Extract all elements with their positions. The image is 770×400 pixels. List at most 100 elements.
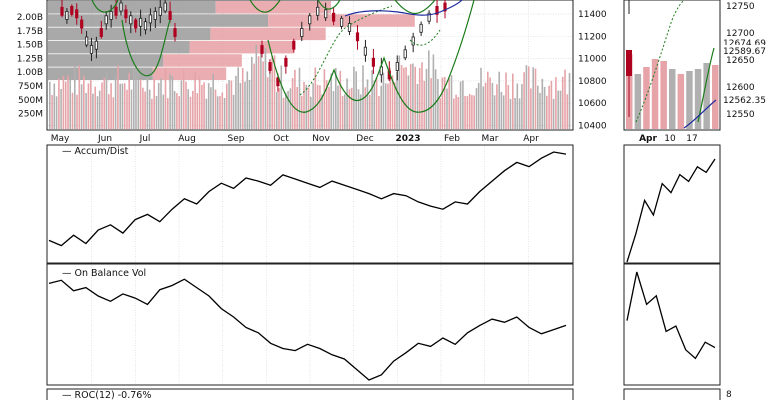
volume-at-price-down-bar <box>152 67 227 80</box>
volume-bar <box>500 91 503 129</box>
volume-bar <box>121 83 124 129</box>
price-axis-tick: 10400 <box>578 122 607 132</box>
inset-volume-bar <box>660 61 667 129</box>
volume-bar <box>310 96 312 129</box>
volume-bar <box>85 93 87 129</box>
volume-bar <box>400 65 403 129</box>
candle-body <box>89 45 94 54</box>
candle-body <box>153 11 157 20</box>
inset-volume-bar <box>643 67 650 129</box>
volume-bar <box>346 78 348 129</box>
volume-bar <box>114 75 117 129</box>
candle-body <box>411 36 415 46</box>
candle-body <box>324 9 328 19</box>
volume-bar <box>262 61 264 129</box>
inset-price-axis: 12750 12700 12650 12600 12550 12674.6912589.6… <box>721 2 769 120</box>
volume-bar <box>271 55 273 129</box>
price-candles <box>60 0 447 92</box>
accum-dist-inset-frame <box>623 144 721 264</box>
volume-bar <box>212 73 214 129</box>
volume-bar <box>305 84 308 129</box>
inset-price-axis-tick: 12700 <box>726 29 755 39</box>
volume-bar <box>437 79 439 129</box>
volume-axis-tick: 250M <box>18 110 43 120</box>
volume-bar <box>332 91 335 129</box>
volume-at-price-up-bar <box>48 40 190 54</box>
volume-bar <box>369 94 371 129</box>
volume-bar <box>473 95 475 129</box>
volume-bar <box>550 80 553 129</box>
volume-bar <box>291 78 294 129</box>
volume-bar <box>453 98 455 129</box>
volume-bar <box>548 85 550 129</box>
volume-bar <box>455 94 457 129</box>
volume-bar <box>564 69 566 129</box>
volume-bar <box>157 83 160 129</box>
inset-volume-bar <box>669 69 676 129</box>
candle-body <box>80 19 84 29</box>
inset-x-axis-tick: Apr <box>639 134 657 144</box>
volume-bar <box>228 80 230 129</box>
inset-volume-bar <box>694 69 702 129</box>
candle-body <box>443 2 447 12</box>
candle-body <box>143 21 148 31</box>
inset-price-axis-tick: 12550 <box>726 110 755 120</box>
roc-inset-frame <box>623 388 721 400</box>
candle-body <box>347 22 352 32</box>
volume-bar <box>359 94 362 129</box>
volume-bar <box>62 76 65 129</box>
volume-bar <box>285 92 287 129</box>
volume-bar <box>182 69 185 129</box>
volume-bar <box>555 77 557 129</box>
volume-bar <box>273 55 276 129</box>
obv-grid <box>91 265 529 384</box>
volume-bar <box>307 87 310 129</box>
volume-bar <box>509 99 512 129</box>
volume-bar <box>71 92 74 129</box>
volume-bar <box>475 88 478 129</box>
accum-dist-panel: — Accum/Dist <box>46 144 721 264</box>
inset-price-axis-tick: 12600 <box>726 83 755 93</box>
volume-bar <box>391 75 394 129</box>
volume-axis-tick: 2.00B <box>17 13 43 23</box>
candle-body <box>435 6 439 15</box>
volume-bar <box>493 95 496 129</box>
roc-panel: — ROC(12) -0.76% 8 <box>46 388 732 400</box>
volume-bar <box>64 81 67 129</box>
candle-body <box>124 9 128 19</box>
volume-bar <box>296 87 298 129</box>
volume-bar <box>487 71 489 129</box>
volume-bar <box>151 98 153 129</box>
month-axis-tick: Oct <box>273 134 289 144</box>
volume-bar <box>303 82 305 129</box>
volume-bar <box>289 88 292 129</box>
inset-blue-line <box>683 99 717 129</box>
volume-bar <box>316 84 319 129</box>
volume-bar <box>278 88 280 129</box>
volume-bar <box>185 81 187 129</box>
volume-bar <box>375 77 378 129</box>
volume-axis-tick: 1.50B <box>17 41 43 51</box>
accum-dist-legend: — Accum/Dist <box>62 146 129 157</box>
volume-bar <box>457 97 460 129</box>
price-axis-tick: 11200 <box>578 32 607 42</box>
volume-bar <box>230 80 233 129</box>
candle-body <box>60 6 64 16</box>
volume-bar <box>552 98 555 129</box>
volume-bar <box>137 72 140 129</box>
candle-body <box>173 28 177 37</box>
volume-bar <box>60 89 62 129</box>
volume-bar <box>344 94 346 129</box>
obv-legend: — On Balance Vol <box>62 268 146 279</box>
candle-body <box>276 77 280 87</box>
candle-body <box>316 6 320 16</box>
price-axis-tick: 11000 <box>578 55 607 65</box>
volume-at-price-up-bar <box>48 27 211 41</box>
candle-body <box>355 32 360 42</box>
volume-at-price-up-bar <box>48 14 269 27</box>
price-axis-tick: 11400 <box>578 10 607 20</box>
obv-line <box>48 278 567 381</box>
volume-bar <box>189 96 192 129</box>
volume-bar <box>101 82 103 129</box>
volume-bar <box>382 72 385 129</box>
